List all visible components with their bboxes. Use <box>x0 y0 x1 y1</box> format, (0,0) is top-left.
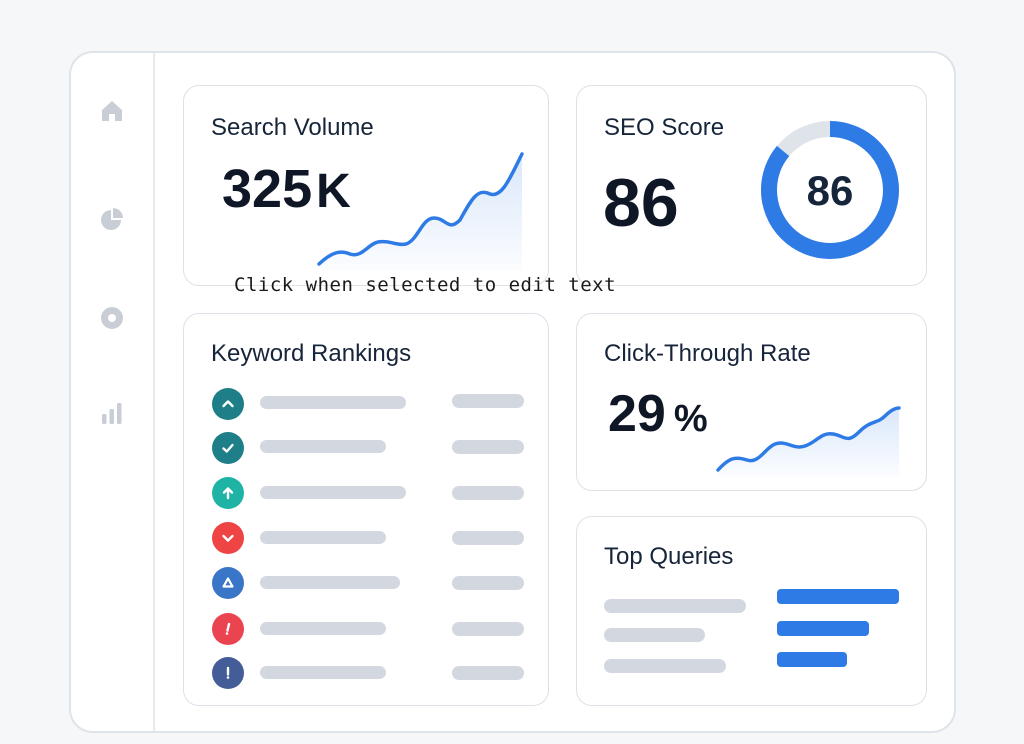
nav-reports[interactable] <box>99 400 125 426</box>
rank-bar <box>452 666 524 680</box>
query-volume-bar <box>777 652 847 667</box>
gauge-value-text: 86 <box>807 167 854 214</box>
top-queries-title: Top Queries <box>604 543 734 570</box>
search-volume-value: 325K <box>222 158 351 220</box>
search-volume-sparkline <box>317 152 524 270</box>
query-label-bar <box>604 599 746 613</box>
arrow-up-icon <box>212 477 244 509</box>
ctr-unit: % <box>673 398 708 440</box>
rank-bar <box>452 531 524 545</box>
sidebar <box>71 53 155 731</box>
nav-home[interactable] <box>99 98 125 124</box>
ctr-number: 29 <box>608 385 666 443</box>
search-volume-number: 325 <box>222 159 313 219</box>
seo-score-card[interactable]: SEO Score 86 86 <box>576 85 927 286</box>
rank-bar <box>452 622 524 636</box>
ctr-value: 29% <box>608 384 708 444</box>
rank-bar <box>452 394 524 408</box>
seo-score-gauge: 86 <box>761 121 899 259</box>
triangle-icon <box>212 567 244 599</box>
keyword-bar <box>260 531 386 544</box>
nav-target[interactable] <box>99 305 125 331</box>
keyword-bar <box>260 396 406 409</box>
list-item[interactable] <box>212 567 524 599</box>
ctr-card[interactable]: Click-Through Rate 29% <box>576 313 927 491</box>
gauge-arc <box>761 121 899 259</box>
ctr-line <box>716 406 901 472</box>
rank-bar <box>452 486 524 500</box>
keyword-rankings-card[interactable]: Keyword Rankings <box>183 313 549 706</box>
search-volume-title: Search Volume <box>211 114 374 141</box>
keyword-bar <box>260 440 386 453</box>
seo-score-title: SEO Score <box>604 114 725 141</box>
edit-hint-text[interactable]: Click when selected to edit text <box>234 274 617 296</box>
query-volume-bar <box>777 589 899 604</box>
list-item[interactable] <box>212 388 524 420</box>
check-icon <box>212 432 244 464</box>
search-volume-unit: K <box>316 165 351 218</box>
bar-chart-icon <box>102 403 122 424</box>
list-item[interactable] <box>212 657 524 689</box>
chevron-down-icon <box>212 522 244 554</box>
list-item[interactable] <box>212 522 524 554</box>
rank-bar <box>452 576 524 590</box>
ctr-title: Click-Through Rate <box>604 340 811 367</box>
keyword-bar <box>260 486 406 499</box>
home-icon <box>102 101 122 121</box>
query-volume-bar <box>777 621 869 636</box>
list-item[interactable] <box>212 613 524 645</box>
dashboard-frame: Search Volume 325K SEO Score 86 86 Keywo… <box>69 51 956 733</box>
keyword-bar <box>260 622 386 635</box>
pie-chart-icon <box>101 208 123 230</box>
top-queries-card[interactable]: Top Queries <box>576 516 927 706</box>
seo-score-value: 86 <box>603 165 679 241</box>
search-volume-line <box>317 152 524 266</box>
list-item[interactable] <box>212 477 524 509</box>
rank-bar <box>452 440 524 454</box>
exclamation-icon <box>212 657 244 689</box>
search-volume-card[interactable]: Search Volume 325K <box>183 85 549 286</box>
target-icon <box>101 307 123 329</box>
keyword-bar <box>260 576 400 589</box>
query-label-bar <box>604 628 705 642</box>
exclamation-icon <box>212 613 244 645</box>
keyword-rankings-title: Keyword Rankings <box>211 340 412 367</box>
ctr-sparkline <box>716 406 901 476</box>
nav-analytics[interactable] <box>99 206 125 232</box>
query-label-bar <box>604 659 726 673</box>
chevron-up-icon <box>212 388 244 420</box>
list-item[interactable] <box>212 432 524 464</box>
keyword-bar <box>260 666 386 679</box>
